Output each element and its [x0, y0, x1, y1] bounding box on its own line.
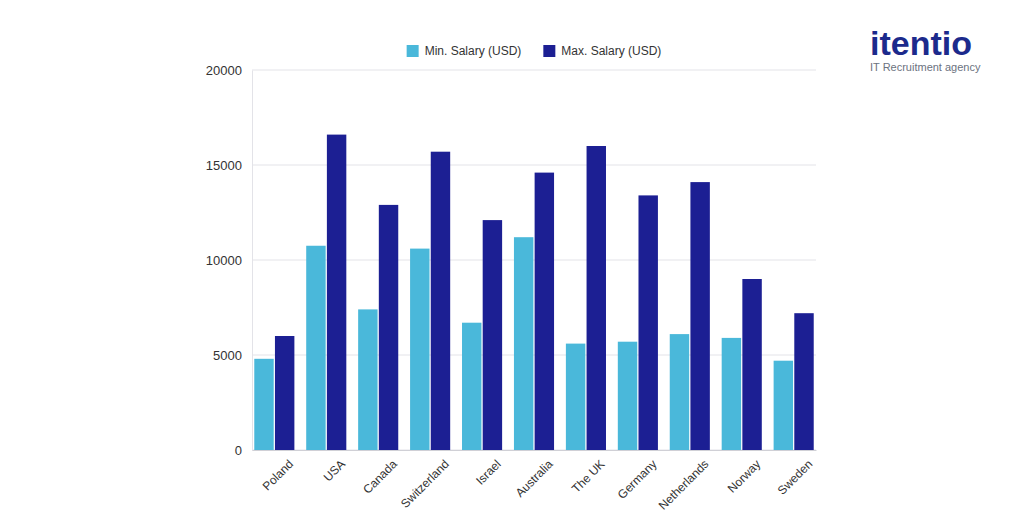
y-tick: 10000 [206, 253, 252, 268]
x-tick-label: Poland [260, 457, 296, 493]
y-tick: 0 [235, 443, 252, 458]
x-tick-label: Switzerland [398, 457, 452, 511]
legend-item: Min. Salary (USD) [407, 44, 522, 58]
x-tick: Germany [615, 457, 660, 502]
bar [275, 336, 294, 450]
bar [690, 182, 709, 450]
y-tick: 15000 [206, 158, 252, 173]
x-axis-line [253, 450, 817, 451]
x-tick-label: USA [321, 457, 348, 484]
bar [514, 237, 533, 450]
x-tick-label: Israel [473, 457, 504, 488]
y-axis: 0 5000 10000 15000 20000 [206, 63, 253, 458]
x-tick: Sweden [775, 457, 816, 498]
x-tick: Switzerland [398, 457, 452, 511]
bar [618, 342, 637, 450]
x-tick-label: Sweden [775, 457, 816, 498]
bar [774, 361, 793, 450]
y-tick: 20000 [206, 63, 252, 78]
x-tick: Netherlands [656, 457, 712, 512]
legend: Min. Salary (USD) Max. Salary (USD) [407, 44, 662, 58]
bar [566, 344, 585, 450]
brand: itentioIT Recruitment agency [870, 24, 981, 73]
x-tick: Norway [725, 457, 764, 496]
y-tick-label: 5000 [213, 348, 242, 363]
bar [535, 173, 554, 450]
bar [742, 279, 761, 450]
y-tick-label: 15000 [206, 158, 242, 173]
bar [670, 334, 689, 450]
x-tick: The UK [569, 457, 608, 496]
bar [587, 146, 606, 450]
bar [358, 309, 377, 450]
x-tick: Israel [473, 457, 504, 488]
brand-tagline: IT Recruitment agency [870, 61, 981, 73]
chart: 0 5000 10000 15000 20000 Poland USA CanadaSwitz… [0, 0, 1024, 512]
x-axis: Poland USA CanadaSwitzerland Israel Australi… [253, 451, 817, 512]
x-tick-label: Norway [725, 457, 764, 496]
bar-series [275, 135, 814, 450]
x-tick: USA [321, 457, 348, 484]
y-tick-label: 0 [235, 443, 242, 458]
x-tick-label: Australia [513, 457, 556, 500]
bar [327, 135, 346, 450]
legend-swatch [543, 45, 555, 57]
bar [306, 246, 325, 450]
bar [794, 313, 813, 450]
y-tick-label: 20000 [206, 63, 242, 78]
legend-label: Min. Salary (USD) [425, 44, 522, 58]
grid-line [252, 70, 816, 71]
bar [379, 205, 398, 450]
bars [254, 135, 813, 450]
bar [410, 249, 429, 450]
x-tick: Canada [360, 457, 400, 497]
legend-item: Max. Salary (USD) [543, 44, 661, 58]
bar [722, 338, 741, 450]
x-tick-label: Germany [615, 457, 660, 502]
legend-label: Max. Salary (USD) [561, 44, 661, 58]
x-tick-label: Canada [360, 457, 400, 497]
x-tick-label: Netherlands [656, 457, 712, 512]
bar [462, 323, 481, 450]
x-tick: Australia [513, 457, 556, 500]
y-tick-label: 10000 [206, 253, 242, 268]
plot: 0 5000 10000 15000 20000 Poland USA CanadaSwitz… [206, 63, 817, 512]
y-tick: 5000 [213, 348, 252, 363]
bar [483, 220, 502, 450]
brand-logo: itentio [870, 24, 972, 62]
x-tick-label: The UK [569, 457, 608, 496]
bar [431, 152, 450, 450]
y-axis-line [252, 71, 253, 451]
bar [254, 359, 273, 450]
bar [638, 195, 657, 450]
x-tick: Poland [260, 457, 296, 493]
grid [252, 70, 816, 450]
legend-swatch [407, 45, 419, 57]
